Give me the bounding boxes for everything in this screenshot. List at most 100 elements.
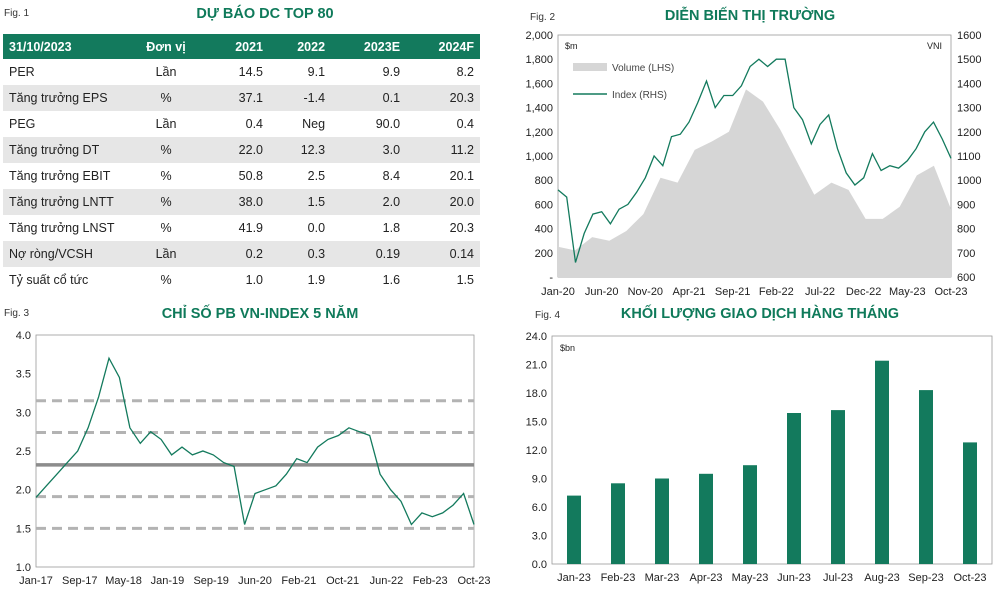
bar: [655, 478, 669, 564]
row-value: 11.2: [406, 137, 480, 163]
y-right-tick-label: 1300: [957, 103, 981, 115]
y-tick-label: 18.0: [526, 388, 547, 400]
row-value: 3.0: [331, 137, 407, 163]
row-value: 8.4: [382, 169, 401, 183]
row-value: 0.3: [269, 241, 332, 267]
legend-volume-swatch: [573, 63, 607, 71]
row-label: Tỷ suất cổ tức: [9, 273, 89, 287]
row-label: PER: [9, 65, 35, 79]
x-tick-label: Oct-23: [953, 572, 986, 584]
row-value: 9.1: [307, 65, 326, 79]
row-value: 0.19: [331, 241, 407, 267]
x-tick-label: Apr-23: [689, 572, 722, 584]
row-value: 0.2: [207, 241, 270, 267]
header-unit: Đơn vị: [125, 34, 207, 59]
table-row: PER Lần 14.5 9.1 9.9 8.2: [3, 59, 480, 85]
index-line: [557, 58, 952, 263]
bar: [567, 495, 581, 564]
x-tick-label: Jul-22: [805, 286, 835, 298]
y-right-tick-label: 1400: [957, 78, 981, 90]
row-value: 14.5: [238, 65, 264, 79]
legend-volume-label: Volume (LHS): [612, 63, 674, 74]
y-tick-label: 2.0: [16, 485, 31, 497]
x-tick-label: Sep-19: [193, 575, 228, 587]
row-value: 37.1: [207, 85, 270, 111]
x-tick-label: May-18: [105, 575, 142, 587]
right-unit-label: VNI: [927, 41, 942, 51]
bar: [699, 473, 713, 565]
x-tick-label: Jan-20: [541, 286, 575, 298]
x-tick-label: Dec-22: [846, 286, 881, 298]
y-right-tick-label: 1500: [957, 54, 981, 66]
x-tick-label: May-23: [889, 286, 926, 298]
row-value: 12.3: [269, 137, 332, 163]
y-left-tick-label: 1,400: [525, 103, 553, 115]
table-row: Tăng trưởng LNTT% 38.0 1.5 2.0 20.0: [3, 189, 480, 215]
row-value: 2.5: [307, 169, 326, 183]
row-value: 90.0: [375, 117, 401, 131]
row-label: Nợ ròng/VCSH: [3, 241, 125, 267]
row-value: 20.3: [449, 221, 474, 235]
fig3-label: Fig. 3: [4, 308, 30, 319]
header-2024f: 2024F: [406, 34, 480, 59]
x-tick-label: Sep-21: [715, 286, 750, 298]
row-value: 0.14: [406, 241, 480, 267]
row-value: 22.0: [207, 137, 270, 163]
y-left-tick-label: 2,000: [525, 30, 553, 42]
y-tick-label: 3.0: [532, 531, 547, 543]
y-left-tick-label: 600: [535, 199, 553, 211]
x-tick-label: Jun-22: [370, 575, 404, 587]
row-unit: %: [160, 169, 172, 183]
row-value: 20.3: [406, 85, 480, 111]
y-right-tick-label: 1200: [957, 127, 981, 139]
bars-group: [567, 360, 977, 565]
table-row: Tỷ suất cổ tức% 1.0 1.9 1.6 1.5: [3, 267, 480, 293]
pb-chart: 1.0 1.5 2.0 2.5 3.0 3.5 4.0 Jan-17 Sep-17 May-18 J…: [16, 330, 491, 587]
row-value: 1.6: [382, 273, 401, 287]
row-unit: %: [125, 85, 207, 111]
bars-axes-group: 0.0 3.0 6.0 9.0 12.0 15.0 18.0 21.0 24.0 Jan-23 Fe…: [526, 331, 987, 584]
x-tick-label: Feb-23: [413, 575, 448, 587]
bar: [875, 360, 889, 564]
x-tick-label: Mar-23: [645, 572, 680, 584]
y-right-tick-label: 1600: [957, 30, 981, 42]
table-row: Tăng trưởng LNST% 41.9 0.0 1.8 20.3: [3, 215, 480, 241]
index-line-group: [557, 58, 952, 263]
x-tick-label: Feb-22: [759, 286, 794, 298]
row-unit: Lần: [125, 241, 207, 267]
table-row: PEG Lần 0.4 Neg 90.0 0.4: [3, 111, 480, 137]
bar: [831, 410, 845, 564]
x-tick-label: Nov-20: [628, 286, 663, 298]
y-left-tick-label: 1,600: [525, 78, 553, 90]
bars-unit-label: $bn: [560, 343, 575, 353]
y-tick-label: 9.0: [532, 474, 547, 486]
y-right-tick-label: 1000: [957, 175, 981, 187]
row-label: Tăng trưởng EPS: [3, 85, 125, 111]
bar: [963, 442, 977, 564]
x-tick-label: Jan-19: [151, 575, 185, 587]
fig2-title: DIỄN BIẾN THỊ TRƯỜNG: [664, 8, 836, 24]
y-left-tick-label: 1,000: [525, 151, 553, 163]
y-tick-label: 21.0: [526, 360, 547, 372]
pb-line-group: [35, 356, 475, 526]
fig3-title: CHỈ SỐ PB VN-INDEX 5 NĂM: [161, 306, 359, 322]
table-row: Tăng trưởng EPS% 37.1 -1.4 0.1 20.3: [3, 85, 480, 111]
y-tick-label: 1.0: [16, 562, 31, 574]
row-value: 20.1: [449, 169, 474, 183]
row-value: 50.8: [238, 169, 264, 183]
table-row: Nợ ròng/VCSH Lần 0.2 0.3 0.19 0.14: [3, 241, 480, 267]
y-tick-label: 6.0: [532, 502, 547, 514]
y-tick-label: 3.5: [16, 369, 31, 381]
y-left-tick-label: -: [549, 272, 553, 284]
y-right-tick-label: 1100: [957, 151, 981, 163]
row-value: 1.5: [456, 273, 474, 287]
market-axes-group: - 200 400 600 800 1,000 1,200 1,400 1,600 1,800 2,…: [525, 30, 981, 298]
bars-plot-frame: [551, 335, 993, 565]
y-tick-label: 15.0: [526, 417, 547, 429]
y-left-tick-label: 800: [535, 175, 553, 187]
pb-plot-frame: [35, 334, 475, 568]
x-tick-label: Oct-23: [934, 286, 967, 298]
row-label: PEG: [9, 117, 36, 131]
x-tick-label: Jun-20: [238, 575, 272, 587]
y-tick-label: 0.0: [532, 559, 547, 571]
